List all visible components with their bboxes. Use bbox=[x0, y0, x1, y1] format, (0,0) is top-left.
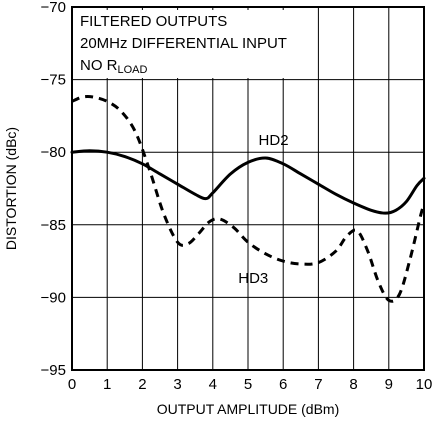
y-tick-label: −75 bbox=[41, 72, 66, 89]
series-label-hd3: HD3 bbox=[238, 270, 268, 287]
annotation-background bbox=[78, 10, 306, 78]
x-tick-label: 3 bbox=[173, 376, 181, 393]
series-label-hd2: HD2 bbox=[259, 132, 289, 149]
plot-frame bbox=[71, 6, 425, 371]
x-tick-label: 9 bbox=[385, 376, 393, 393]
x-tick-label: 6 bbox=[279, 376, 287, 393]
annotation-line-1: FILTERED OUTPUTS bbox=[80, 13, 227, 30]
y-tick-label: −90 bbox=[41, 289, 66, 306]
x-tick-label: 8 bbox=[349, 376, 357, 393]
series-line-hd3 bbox=[71, 94, 426, 303]
series-line-hd2 bbox=[70, 149, 426, 215]
annotation-line-3-subscript: LOAD bbox=[118, 64, 148, 76]
x-tick-label: 0 bbox=[68, 376, 76, 393]
y-tick-label: −70 bbox=[41, 0, 66, 16]
x-axis-label: OUTPUT AMPLITUDE (dBm) bbox=[157, 401, 340, 417]
x-tick-label: 7 bbox=[314, 376, 322, 393]
y-tick-label: −80 bbox=[41, 144, 66, 161]
y-axis-label: DISTORTION (dBc) bbox=[3, 127, 19, 250]
y-tick-labels: −70 −75 −80 −85 −90 −95 bbox=[41, 0, 66, 379]
annotation-line-3: NO RLOAD bbox=[80, 57, 148, 76]
series-group bbox=[70, 94, 426, 303]
annotation-line-2: 20MHz DIFFERENTIAL INPUT bbox=[80, 35, 287, 52]
x-tick-label: 5 bbox=[244, 376, 252, 393]
annotation-line-3-prefix: NO R bbox=[80, 57, 118, 74]
x-tick-label: 4 bbox=[209, 376, 217, 393]
series-labels: HD2 HD3 bbox=[238, 132, 288, 287]
x-tick-label: 10 bbox=[416, 376, 433, 393]
x-tick-label: 2 bbox=[138, 376, 146, 393]
x-tick-labels: 0 1 2 3 4 5 6 7 8 9 10 bbox=[68, 376, 433, 393]
y-tick-label: −95 bbox=[41, 362, 66, 379]
y-tick-label: −85 bbox=[41, 217, 66, 234]
x-tick-label: 1 bbox=[103, 376, 111, 393]
annotation-box: FILTERED OUTPUTS 20MHz DIFFERENTIAL INPU… bbox=[78, 10, 306, 78]
